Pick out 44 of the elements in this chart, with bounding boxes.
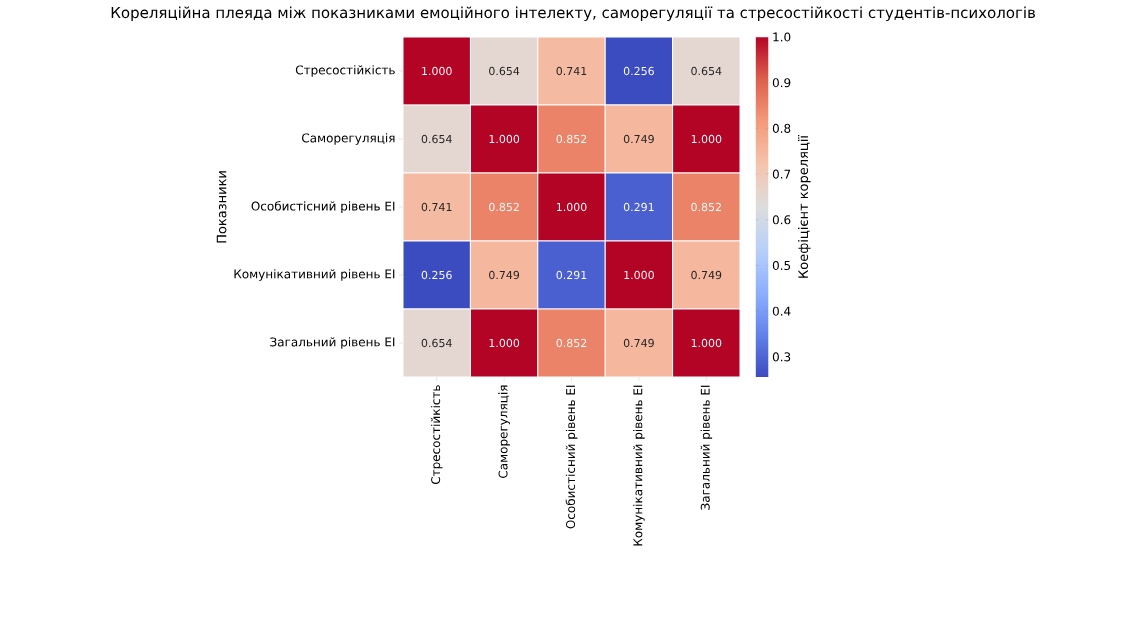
x-tick-label: Загальний рівень EI: [700, 385, 713, 510]
data-label: 0.654: [691, 66, 722, 76]
color-bar-label: 0.4: [772, 306, 791, 316]
data-label: 0.852: [691, 202, 721, 212]
data-label: 0.741: [421, 202, 452, 212]
data-label: 0.291: [623, 202, 654, 212]
color-bar-label: 0.8: [772, 123, 791, 133]
data-label: 0.291: [556, 270, 587, 280]
data-label: 0.654: [421, 338, 452, 348]
data-label: 0.749: [489, 270, 520, 280]
color-bar-label: 0.3: [772, 352, 791, 362]
data-label: 0.256: [421, 270, 452, 280]
data-label: 1.000: [489, 134, 520, 144]
data-label: 0.852: [556, 134, 587, 144]
x-tick-label: Комунікативний рівень EI: [633, 385, 645, 546]
data-label: 0.749: [623, 134, 654, 144]
x-tick-label: Особистісний рівень EI: [565, 385, 578, 529]
color-bar-label: 0.9: [772, 78, 791, 88]
data-label: 0.654: [421, 134, 452, 144]
y-tick-label: Загальний рівень EI: [270, 337, 395, 349]
data-label: 0.749: [623, 338, 654, 348]
data-label: 1.000: [691, 338, 722, 348]
x-tick-label: Саморегуляція: [498, 385, 510, 478]
data-label: 1.000: [489, 338, 520, 348]
data-label: 0.256: [623, 66, 654, 76]
data-label: 0.741: [556, 66, 587, 76]
chart-title: Кореляційна плеяда між показниками емоційного інтелекту, саморегуляції та стресостійкості студентів-психологів: [111, 6, 1035, 22]
y-tick-label: Особистісний рівень EI: [251, 201, 395, 213]
y-axis-title: Показники: [216, 171, 227, 243]
data-label: 1.000: [422, 66, 452, 76]
data-label: 0.654: [489, 66, 520, 76]
color-bar-label: 0.6: [772, 215, 791, 225]
color-bar-title: Коефіцієнт кореляції: [798, 134, 811, 278]
data-label: 0.852: [489, 202, 519, 212]
y-tick-label: Стресостійкість: [295, 65, 395, 77]
color-bar-label: 1.0: [773, 32, 791, 42]
y-tick-label: Комунікативний рівень EI: [234, 269, 395, 281]
data-label: 0.749: [691, 270, 722, 280]
data-label: 1.000: [556, 202, 587, 212]
data-label: 1.000: [624, 270, 654, 280]
color-bar-label: 0.7: [772, 169, 791, 179]
color-bar-label: 0.5: [772, 260, 791, 271]
data-label: 1.000: [691, 134, 722, 144]
y-tick-label: Саморегуляція: [302, 133, 395, 145]
